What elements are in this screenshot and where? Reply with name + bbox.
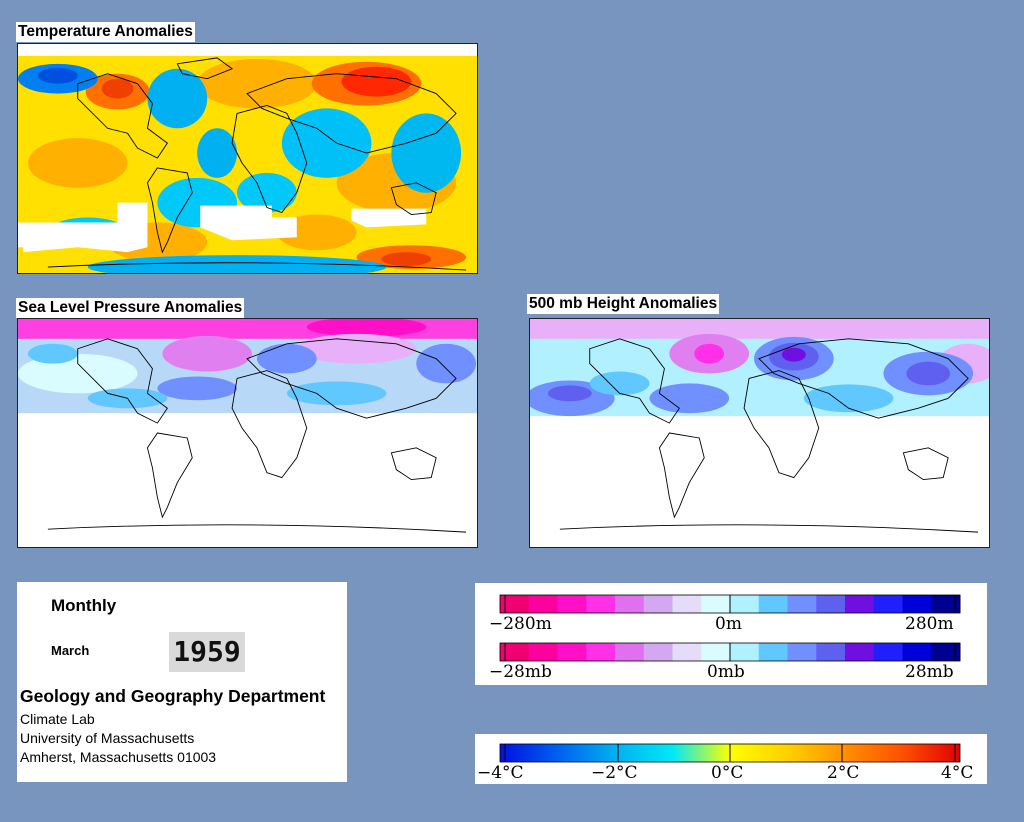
university-name: University of Massachusetts <box>20 730 195 746</box>
height-colorbar <box>499 594 961 614</box>
pressure-colorbar-swatch <box>730 643 760 661</box>
pressure-colorbar-swatch <box>615 643 645 661</box>
pressure-colorbar-swatch <box>701 643 731 661</box>
height-colorbar-swatch <box>672 595 702 613</box>
pressure-colorbar-swatch <box>528 643 558 661</box>
temp-label-4: 4°C <box>941 763 973 783</box>
height-colorbar-swatch <box>758 595 788 613</box>
slp-map <box>17 318 478 548</box>
temp-label-min2: −2°C <box>591 763 638 783</box>
temp-label-2: 2°C <box>827 763 859 783</box>
height500-title: 500 mb Height Anomalies <box>527 294 720 314</box>
height-colorbar-swatch <box>730 595 760 613</box>
temperature-legend: −4°C −2°C 0°C 2°C 4°C <box>475 734 987 784</box>
height-zero-label: 0m <box>715 614 742 634</box>
slp-field <box>18 319 477 533</box>
height500-map <box>529 318 990 548</box>
pressure-colorbar-swatch <box>931 643 961 661</box>
height-colorbar-swatch <box>528 595 558 613</box>
height-colorbar-swatch <box>816 595 846 613</box>
height-colorbar-swatch <box>873 595 903 613</box>
temperature-field <box>18 44 477 273</box>
pressure-colorbar-swatch <box>586 643 616 661</box>
height-colorbar-swatch <box>845 595 875 613</box>
pressure-max-label: 28mb <box>905 662 954 682</box>
height-colorbar-swatch <box>931 595 961 613</box>
pressure-min-label: −28mb <box>489 662 552 682</box>
info-box: Monthly March 1959 Geology and Geography… <box>17 582 347 782</box>
lab-name: Climate Lab <box>20 711 95 727</box>
pressure-colorbar-swatch <box>873 643 903 661</box>
height-max-label: 280m <box>905 614 954 634</box>
height-colorbar-swatch <box>643 595 673 613</box>
height-colorbar-swatch <box>902 595 932 613</box>
temperature-map <box>17 43 478 274</box>
height500-field <box>530 319 989 533</box>
month-label: March <box>51 643 90 658</box>
temp-label-zero: 0°C <box>711 763 743 783</box>
height-colorbar-swatch <box>701 595 731 613</box>
height-min-label: −280m <box>489 614 552 634</box>
height-colorbar-swatch <box>500 595 530 613</box>
pressure-colorbar-swatch <box>902 643 932 661</box>
pressure-colorbar-swatch <box>845 643 875 661</box>
department-name: Geology and Geography Department <box>20 686 326 706</box>
year-display: 1959 <box>169 632 245 672</box>
pressure-colorbar-swatch <box>787 643 817 661</box>
height-colorbar-swatch <box>557 595 587 613</box>
height-colorbar-swatch <box>787 595 817 613</box>
slp-title: Sea Level Pressure Anomalies <box>16 298 245 318</box>
pressure-colorbar-swatch <box>643 643 673 661</box>
period-label: Monthly <box>51 596 117 615</box>
pressure-colorbar-swatch <box>557 643 587 661</box>
height-pressure-legend-svg: −280m 0m 280m −28mb 0mb 28mb <box>489 594 961 682</box>
temperature-title: Temperature Anomalies <box>16 22 195 42</box>
temperature-legend-svg: −4°C −2°C 0°C 2°C 4°C <box>477 743 973 783</box>
pressure-colorbar-swatch <box>816 643 846 661</box>
pressure-colorbar <box>499 642 961 662</box>
pressure-colorbar-swatch <box>758 643 788 661</box>
address-line: Amherst, Massachusetts 01003 <box>20 749 217 765</box>
temp-label-min4: −4°C <box>477 763 524 783</box>
height-pressure-legend: −280m 0m 280m −28mb 0mb 28mb <box>475 583 987 685</box>
height-colorbar-swatch <box>586 595 616 613</box>
pressure-colorbar-swatch <box>672 643 702 661</box>
pressure-zero-label: 0mb <box>707 662 745 682</box>
pressure-colorbar-swatch <box>500 643 530 661</box>
height-colorbar-swatch <box>615 595 645 613</box>
